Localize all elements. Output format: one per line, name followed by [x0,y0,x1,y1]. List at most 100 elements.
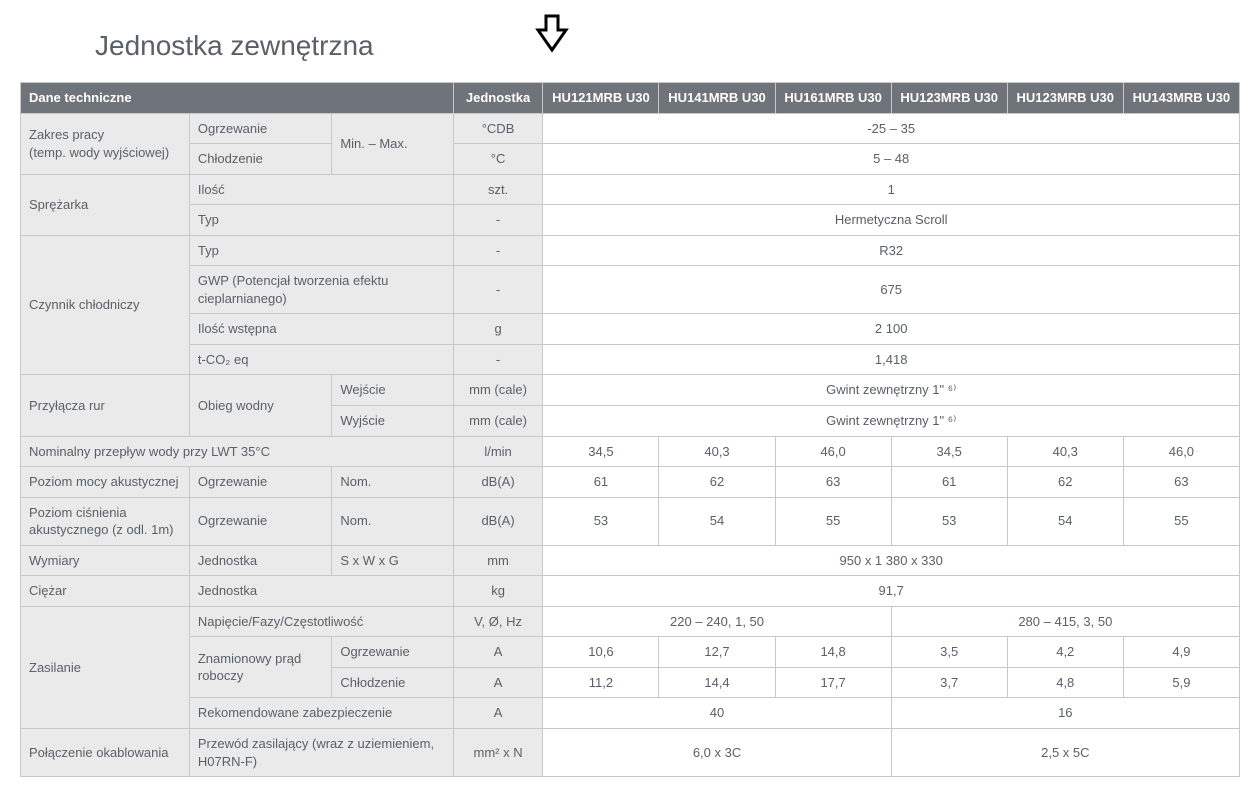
range-heat: Ogrzewanie [189,113,331,144]
power-vpf-unit: V, Ø, Hz [453,606,543,637]
page-title: Jednostka zewnętrzna [95,30,1236,62]
flow-val: 46,0 [775,436,891,467]
ref-tco2-unit: - [453,344,543,375]
weight-unit-lbl: Jednostka [189,576,453,607]
dim-label: Wymiary [21,545,190,576]
power-fuse-val2: 16 [891,698,1239,729]
ref-label: Czynnik chłodniczy [21,235,190,375]
table-row: Wymiary Jednostka S x W x G mm 950 x 1 3… [21,545,1240,576]
power-rc-cool-val: 14,4 [659,667,775,698]
ref-type-unit: - [453,235,543,266]
table-row: Znamionowy prąd roboczy Ogrzewanie A 10,… [21,637,1240,668]
range-cool: Chłodzenie [189,144,331,175]
comp-label: Sprężarka [21,174,190,235]
power-rc-unit: A [453,667,543,698]
press-label: Poziom ciśnienia akustycznego (z odl. 1m… [21,497,190,545]
pipe-in-unit: mm (cale) [453,375,543,406]
model-col: HU121MRB U30 [543,83,659,114]
power-rc-cool-val: 11,2 [543,667,659,698]
press-val: 55 [1123,497,1239,545]
table-row: Czynnik chłodniczy Typ - R32 [21,235,1240,266]
power-fuse: Rekomendowane zabezpieczenie [189,698,453,729]
power-rc: Znamionowy prąd roboczy [189,637,331,698]
power-vpf-val1: 220 – 240, 1, 50 [543,606,891,637]
ref-tco2: t-CO₂ eq [189,344,453,375]
ref-prefill-val: 2 100 [543,314,1240,345]
spl-val: 63 [1123,467,1239,498]
comp-qty-val: 1 [543,174,1240,205]
table-row: Przyłącza rur Obieg wodny Wejście mm (ca… [21,375,1240,406]
press-val: 53 [543,497,659,545]
model-col: HU141MRB U30 [659,83,775,114]
wiring-desc: Przewód zasilający (wraz z uziemieniem, … [189,729,453,777]
ref-gwp-unit: - [453,266,543,314]
table-row: Ilość wstępna g 2 100 [21,314,1240,345]
comp-qty: Ilość [189,174,453,205]
spl-heat: Ogrzewanie [189,467,331,498]
dim-val: 950 x 1 380 x 330 [543,545,1240,576]
press-val: 55 [775,497,891,545]
table-row: Typ - Hermetyczna Scroll [21,205,1240,236]
spl-val: 62 [1007,467,1123,498]
power-vpf: Napięcie/Fazy/Częstotliwość [189,606,453,637]
pipe-in: Wejście [332,375,453,406]
table-row: Ciężar Jednostka kg 91,7 [21,576,1240,607]
arrow-icon [530,12,574,61]
power-fuse-val1: 40 [543,698,891,729]
power-rc-heat-val: 4,9 [1123,637,1239,668]
model-col: HU123MRB U30 [1007,83,1123,114]
power-rc-cool-val: 3,7 [891,667,1007,698]
flow-val: 40,3 [659,436,775,467]
pipe-label: Przyłącza rur [21,375,190,436]
ref-prefill-unit: g [453,314,543,345]
ref-tco2-val: 1,418 [543,344,1240,375]
table-row: Nominalny przepływ wody przy LWT 35°C l/… [21,436,1240,467]
wiring-val2: 2,5 x 5C [891,729,1239,777]
power-rc-cool-val: 5,9 [1123,667,1239,698]
flow-label: Nominalny przepływ wody przy LWT 35°C [21,436,454,467]
flow-val: 40,3 [1007,436,1123,467]
power-rc-heat: Ogrzewanie [332,637,453,668]
press-val: 53 [891,497,1007,545]
power-rc-unit: A [453,637,543,668]
header-spec: Dane techniczne [21,83,454,114]
power-label: Zasilanie [21,606,190,728]
spl-val: 61 [543,467,659,498]
power-rc-cool-val: 4,8 [1007,667,1123,698]
ref-gwp-val: 675 [543,266,1240,314]
spl-val: 63 [775,467,891,498]
range-label: Zakres pracy (temp. wody wyjściowej) [21,113,190,174]
weight-unit: kg [453,576,543,607]
press-val: 54 [1007,497,1123,545]
dim-unit: mm [453,545,543,576]
spl-unit: dB(A) [453,467,543,498]
ref-prefill: Ilość wstępna [189,314,453,345]
table-row: GWP (Potencjał tworzenia efektu cieplarn… [21,266,1240,314]
flow-val: 34,5 [891,436,1007,467]
spl-val: 61 [891,467,1007,498]
ref-gwp: GWP (Potencjał tworzenia efektu cieplarn… [189,266,453,314]
weight-label: Ciężar [21,576,190,607]
table-row: Poziom ciśnienia akustycznego (z odl. 1m… [21,497,1240,545]
pipe-in-val: Gwint zewnętrzny 1" ⁶⁾ [543,375,1240,406]
flow-val: 34,5 [543,436,659,467]
range-heat-val: -25 – 35 [543,113,1240,144]
power-rc-cool-val: 17,7 [775,667,891,698]
range-cool-unit: °C [453,144,543,175]
power-rc-heat-val: 14,8 [775,637,891,668]
dim-swg: S x W x G [332,545,453,576]
table-header-row: Dane techniczne Jednostka HU121MRB U30 H… [21,83,1240,114]
spec-table: Dane techniczne Jednostka HU121MRB U30 H… [20,82,1240,777]
pipe-out-unit: mm (cale) [453,406,543,437]
power-rc-heat-val: 4,2 [1007,637,1123,668]
comp-type: Typ [189,205,453,236]
wiring-label: Połączenie okablowania [21,729,190,777]
flow-val: 46,0 [1123,436,1239,467]
spl-label: Poziom mocy akustycznej [21,467,190,498]
dim-unit-lbl: Jednostka [189,545,331,576]
table-row: Poziom mocy akustycznej Ogrzewanie Nom. … [21,467,1240,498]
table-row: t-CO₂ eq - 1,418 [21,344,1240,375]
table-row: Połączenie okablowania Przewód zasilając… [21,729,1240,777]
weight-val: 91,7 [543,576,1240,607]
table-row: Chłodzenie °C 5 – 48 [21,144,1240,175]
